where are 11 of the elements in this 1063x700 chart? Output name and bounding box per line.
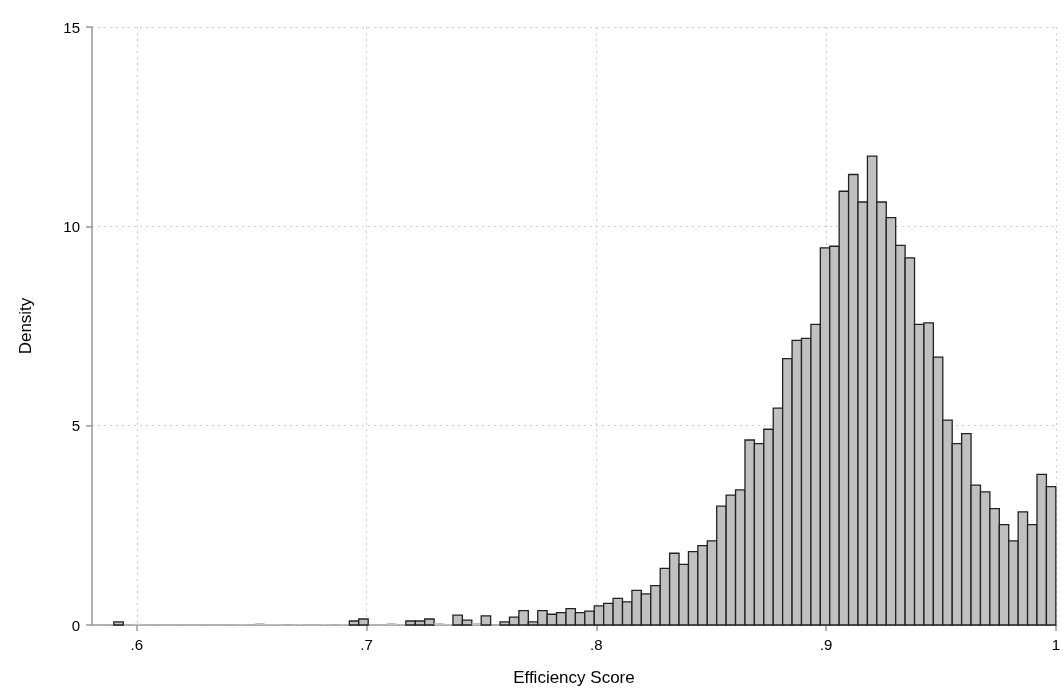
y-axis-title: Density: [16, 297, 35, 355]
y-tick-label: 10: [63, 217, 80, 235]
y-tick-label: 0: [71, 616, 80, 634]
x-tick-label: .7: [360, 636, 373, 653]
x-axis-title: Efficiency Score: [513, 668, 635, 687]
x-tick-label: .9: [819, 636, 833, 653]
y-tick-label: 5: [71, 417, 80, 435]
x-tick-label: 1: [1051, 636, 1060, 653]
x-tick-label: .6: [130, 636, 144, 653]
y-tick-label: 15: [63, 18, 80, 36]
x-tick-label: .8: [590, 636, 603, 653]
